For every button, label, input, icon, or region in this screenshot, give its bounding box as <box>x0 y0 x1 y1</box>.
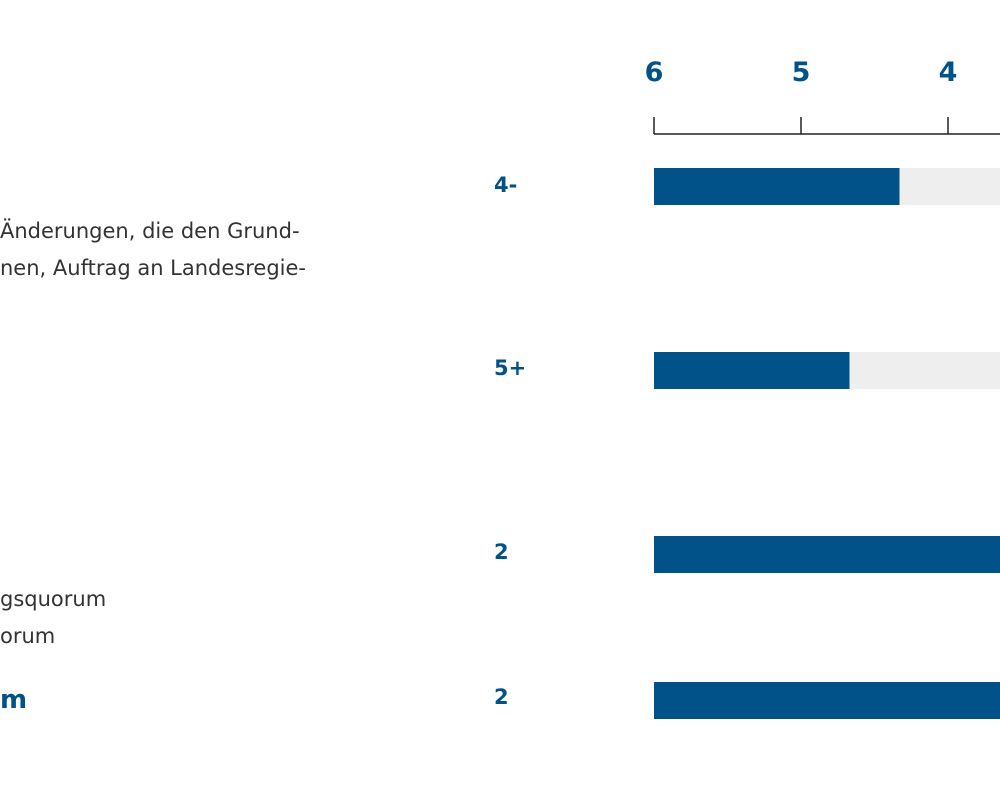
chart-bars <box>654 168 1000 719</box>
grade-label-3: 2 <box>494 540 509 564</box>
description-line: Änderungen, die den Grund- <box>0 219 300 243</box>
grade-label-1: 4- <box>494 173 518 197</box>
bar <box>654 536 1000 573</box>
row-1-description: Änderungen, die den Grund- nen, Auftrag … <box>0 213 306 287</box>
grade-label-2: 5+ <box>494 356 527 380</box>
summary-label: m <box>0 685 28 715</box>
description-line: orum <box>0 624 56 648</box>
bar <box>654 352 850 389</box>
axis-tick-label: 6 <box>645 57 664 88</box>
chart-axis: 6 5 4 <box>645 57 1000 135</box>
axis-tick-label: 4 <box>939 57 958 88</box>
row-3-description: gsquorum orum <box>0 581 106 655</box>
bar <box>654 168 900 205</box>
description-line: nen, Auftrag an Landesregie- <box>0 256 307 280</box>
grade-label-4: 2 <box>494 685 509 709</box>
axis-tick-label: 5 <box>792 57 811 88</box>
description-line: gsquorum <box>0 587 107 611</box>
bar <box>654 682 1000 719</box>
